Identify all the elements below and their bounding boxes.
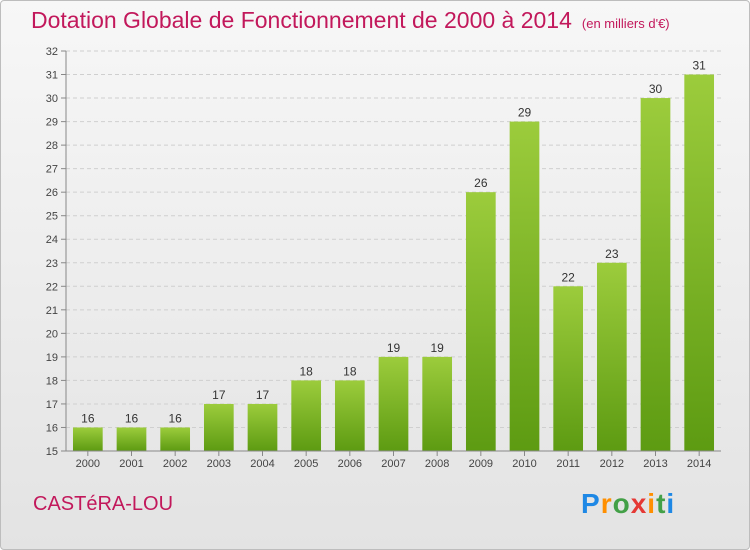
x-tick-label-2002: 2002: [163, 458, 187, 470]
x-tick-label-2013: 2013: [643, 458, 667, 470]
bars: 16 16 16 17 17 18 18 19 19 26 29 22 23 30 31: [72, 59, 715, 452]
y-tick-label: 18: [46, 375, 58, 387]
bar-2002: [160, 427, 191, 451]
y-tick-label: 29: [46, 117, 58, 129]
data-label-2013: 30: [649, 82, 663, 96]
x-tick-label-2004: 2004: [250, 458, 274, 470]
y-tick-label: 22: [46, 281, 58, 293]
data-label-2011: 22: [561, 270, 575, 284]
bar-2006: [334, 380, 365, 451]
bar-2007: [378, 356, 409, 451]
chart-subtitle: (en milliers d'€): [581, 16, 670, 31]
bar-2012: [596, 262, 627, 451]
data-label-2000: 16: [81, 411, 95, 425]
data-label-2003: 17: [212, 388, 226, 402]
y-tick-label: 15: [46, 446, 58, 458]
data-label-2009: 26: [474, 176, 488, 190]
bar-2005: [291, 380, 322, 451]
x-tick-label-2009: 2009: [469, 458, 493, 470]
data-label-2007: 19: [387, 341, 401, 355]
y-tick-label: 21: [46, 305, 58, 317]
brand-logo: Proxiti: [581, 488, 676, 519]
y-tick-label: 27: [46, 164, 58, 176]
x-tick-label-2005: 2005: [294, 458, 318, 470]
data-label-2014: 31: [692, 59, 706, 73]
bar-2004: [247, 403, 278, 451]
x-tick-label-2010: 2010: [512, 458, 536, 470]
axes: 15 16 17 18 19 20 21 22 23 24 25 26 27 28 29 30 31 32 2000…: [46, 46, 721, 470]
x-tick-label-2012: 2012: [600, 458, 624, 470]
y-tick-label: 19: [46, 352, 58, 364]
x-tick-label-2014: 2014: [687, 458, 711, 470]
y-tick-label: 28: [46, 140, 58, 152]
bar-2000: [72, 427, 103, 451]
y-tick-label: 23: [46, 258, 58, 270]
bar-2011: [553, 286, 584, 451]
data-label-2001: 16: [125, 411, 139, 425]
bar-2010: [509, 121, 540, 452]
x-tick-label-2000: 2000: [76, 458, 100, 470]
y-tick-label: 32: [46, 46, 58, 58]
chart-title: Dotation Globale de Fonctionnement de 20…: [31, 7, 670, 34]
chart-title-text: Dotation Globale de Fonctionnement de 20…: [31, 7, 572, 33]
bar-2001: [116, 427, 147, 451]
x-tick-label-2008: 2008: [425, 458, 449, 470]
y-tick-label: 20: [46, 328, 58, 340]
y-tick-label: 24: [46, 234, 58, 246]
data-label-2010: 29: [518, 106, 532, 120]
x-tick-label-2003: 2003: [207, 458, 231, 470]
y-tick-label: 30: [46, 93, 58, 105]
bar-2008: [422, 356, 453, 451]
x-tick-label-2007: 2007: [381, 458, 405, 470]
data-label-2006: 18: [343, 364, 357, 378]
x-tick-label-2011: 2011: [556, 458, 580, 470]
bar-2013: [640, 98, 671, 451]
place-name: CASTéRA-LOU: [33, 493, 174, 515]
x-tick-label-2001: 2001: [119, 458, 143, 470]
y-tick-label: 26: [46, 187, 58, 199]
data-label-2005: 18: [299, 364, 313, 378]
y-tick-label: 31: [46, 70, 58, 82]
data-label-2012: 23: [605, 247, 619, 261]
y-tick-label: 16: [46, 422, 58, 434]
y-tick-label: 25: [46, 211, 58, 223]
y-tick-label: 17: [46, 399, 58, 411]
bar-2014: [684, 74, 715, 451]
x-tick-label-2006: 2006: [338, 458, 362, 470]
data-label-2002: 16: [168, 411, 182, 425]
bar-2009: [465, 192, 496, 452]
data-label-2004: 17: [256, 388, 270, 402]
data-label-2008: 19: [430, 341, 444, 355]
bar-2003: [203, 403, 234, 451]
